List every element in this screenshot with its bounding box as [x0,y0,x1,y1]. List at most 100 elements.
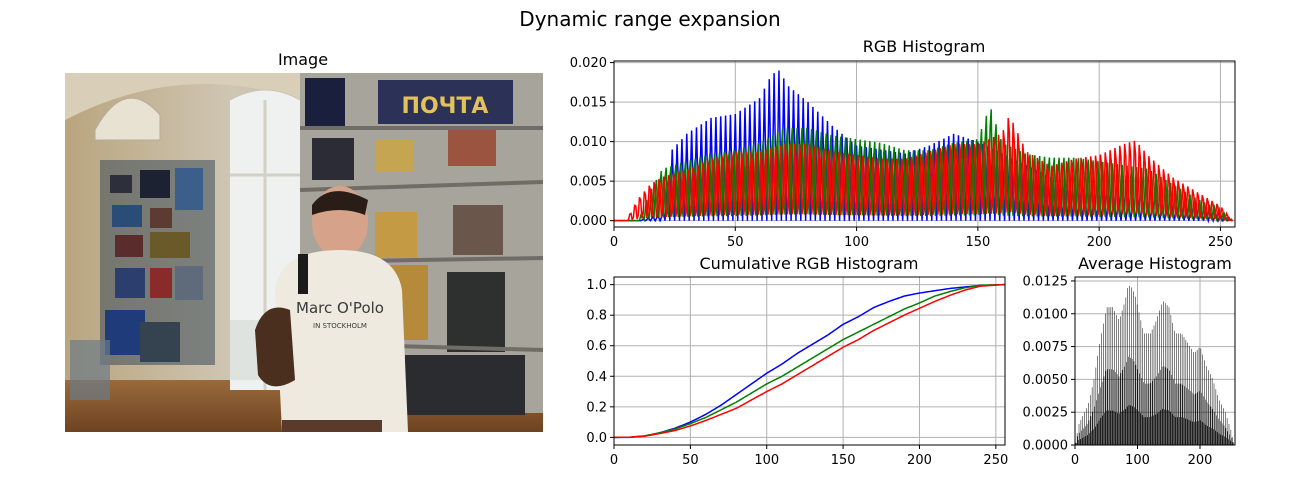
avg-bar [1151,329,1153,445]
avg-bar [1166,409,1167,445]
avg-bar [1141,377,1142,445]
cumulative-histogram-chart: Cumulative RGB Histogram 0 50 100 150 200 250… [586,254,1008,468]
avg-bar [1083,428,1084,445]
avg-bar [1081,430,1082,445]
avg-bar [1151,416,1152,445]
avg-bar [1156,413,1158,445]
avg-bar [1125,408,1126,445]
avg-bar [1177,417,1178,445]
cum-xtick-label: 0 [610,453,618,468]
avg-bar [1126,406,1128,445]
avg-bar [1138,411,1139,445]
avg-bar [1203,423,1205,445]
avg-bar [1124,366,1125,445]
avg-bar [1098,420,1100,445]
avg-bar [1142,328,1143,445]
avg-bar [1188,419,1190,445]
avg-bar [1161,304,1162,445]
avg-bar [1223,425,1225,445]
avg-bar [1181,417,1182,445]
avg-bar [1218,433,1220,445]
avg-bar [1170,411,1171,445]
avg-bar [1126,362,1127,445]
avg-bar [1226,437,1227,445]
avg-bar [1156,376,1157,445]
avg-bar [1089,433,1090,445]
avg-bar [1219,400,1220,445]
avg-bar [1165,367,1167,445]
avg-bar [1173,415,1175,445]
avg-bar [1194,421,1195,445]
photo-icon: ПОЧТА Marc O'Polo IN STOCKHOLM [65,73,543,432]
avg-bar [1076,443,1077,445]
avg-bar [1163,301,1164,445]
avg-bar [1152,380,1153,445]
avg-bar [1118,319,1119,445]
avg-bar [1209,426,1210,445]
cum-xtick-label: 100 [754,453,779,468]
avg-bar [1096,400,1097,445]
average-histogram-chart: Average Histogram 0 100 200 0.0000 0.0025 0.0… [1023,254,1236,468]
avg-bar [1216,415,1217,445]
avg-bar [1221,404,1222,445]
avg-bar [1100,387,1101,445]
cum-ytick-label: 0.0 [586,431,607,446]
avg-bar [1097,355,1098,445]
avg-bar [1193,352,1194,445]
avg-bar [1198,347,1200,445]
avg-bar [1083,437,1085,445]
avg-bar [1093,429,1094,445]
avg-bar [1091,387,1093,445]
avg-bar [1140,413,1141,445]
avg-bar [1091,431,1092,445]
avg-bar [1113,369,1114,445]
avg-bar [1110,410,1111,445]
avg-xtick-label: 200 [1188,453,1213,468]
rgb-xtick-label: 150 [965,235,990,250]
avg-xtick-label: 100 [1125,453,1150,468]
avg-bar [1150,333,1151,445]
avg-bar [1201,421,1203,445]
avg-bar [1224,436,1225,445]
avg-bar [1215,389,1217,445]
rgb-ytick-label: 0.000 [570,214,607,229]
avg-bar [1090,416,1092,445]
avg-bar [1111,369,1112,445]
avg-bar [1213,383,1215,445]
avg-bar [1157,316,1158,445]
avg-bar [1102,415,1103,445]
avg-bar [1226,418,1228,445]
avg-bar [1150,382,1152,445]
avg-bar [1210,374,1211,445]
avg-bar [1180,333,1181,445]
avg-bar [1148,383,1150,445]
cum-ytick-label: 0.4 [586,370,607,385]
avg-bar [1114,311,1115,445]
avg-bar [1154,378,1155,445]
avg-bar [1153,325,1155,445]
avg-bar [1231,437,1232,445]
avg-bar [1211,378,1213,445]
figure-title: Dynamic range expansion [519,7,780,31]
avg-bar [1128,356,1129,445]
avg-bar [1116,374,1118,445]
avg-bar [1166,305,1168,445]
avg-bar [1230,429,1232,445]
avg-bar [1146,383,1148,445]
avg-bar [1133,291,1134,445]
avg-bar [1121,411,1122,445]
avg-bar [1223,408,1224,445]
avg-bar [1167,368,1168,445]
avg-bar [1164,409,1165,445]
avg-bar [1109,369,1110,445]
avg-bar [1175,383,1176,445]
avg-bar [1078,424,1080,445]
avg-bar [1104,413,1105,445]
avg-bar [1162,408,1163,445]
rgb-histogram-title: RGB Histogram [863,37,986,56]
avg-bar [1206,366,1207,445]
image-panel-title: Image [278,50,328,69]
avg-bar [1120,373,1122,445]
avg-bar [1220,421,1221,445]
avg-bar [1113,411,1115,445]
